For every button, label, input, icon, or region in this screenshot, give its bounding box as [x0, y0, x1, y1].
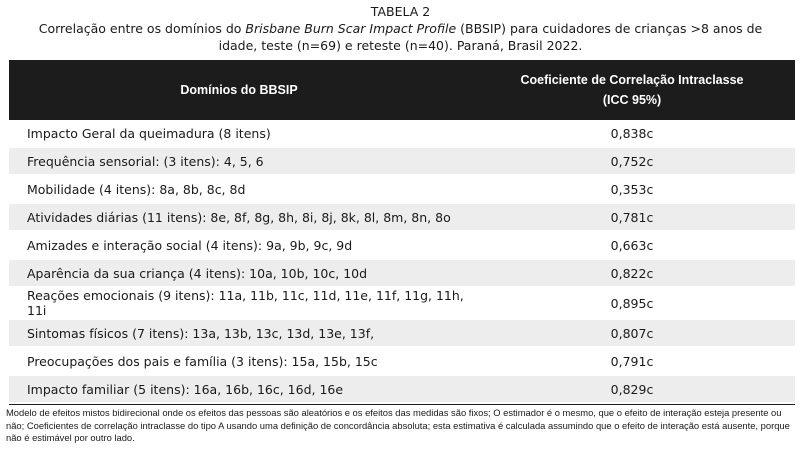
icc-value-cell: 0,663c — [469, 231, 795, 260]
table-document: TABELA 2 Correlação entre os domínios do… — [0, 4, 801, 445]
caption-text-end: (BBSIP) para cuidadores de crianças >8 a… — [218, 21, 763, 53]
table-row: Sintomas físicos (7 itens): 13a, 13b, 13… — [9, 319, 795, 348]
table-footnote: Modelo de efeitos mistos bidirecional on… — [6, 407, 790, 443]
table-row: Reações emocionais (9 itens): 11a, 11b, … — [9, 287, 795, 320]
table-header: Domínios do BBSIP Coeficiente de Correla… — [9, 60, 795, 120]
icc-value-cell: 0,791c — [469, 347, 795, 376]
domain-cell: Atividades diárias (11 itens): 8e, 8f, 8… — [9, 203, 469, 232]
icc-value-cell: 0,781c — [469, 203, 795, 232]
domain-cell: Reações emocionais (9 itens): 11a, 11b, … — [9, 287, 469, 320]
icc-value-cell: 0,829c — [469, 375, 795, 404]
table-caption: Correlação entre os domínios do Brisbane… — [0, 20, 801, 54]
table-row: Atividades diárias (11 itens): 8e, 8f, 8… — [9, 203, 795, 232]
header-domains: Domínios do BBSIP — [9, 60, 469, 120]
header-row: Domínios do BBSIP Coeficiente de Correla… — [9, 60, 795, 120]
header-icc-line2: (ICC 95%) — [602, 93, 662, 107]
domain-cell: Impacto familiar (5 itens): 16a, 16b, 16… — [9, 375, 469, 404]
domain-cell: Preocupações dos pais e família (3 itens… — [9, 347, 469, 376]
icc-value-cell: 0,807c — [469, 319, 795, 348]
domain-cell: Sintomas físicos (7 itens): 13a, 13b, 13… — [9, 319, 469, 348]
header-icc-line1: Coeficiente de Correlação Intraclasse — [520, 73, 744, 87]
table-label: TABELA 2 — [370, 4, 431, 19]
icc-value-cell: 0,838c — [469, 120, 795, 148]
table-body: Impacto Geral da queimadura (8 itens) 0,8… — [9, 120, 795, 404]
table-row: Aparência da sua criança (4 itens): 10a,… — [9, 259, 795, 288]
table-row: Impacto familiar (5 itens): 16a, 16b, 16… — [9, 375, 795, 404]
correlation-table: Domínios do BBSIP Coeficiente de Correla… — [9, 60, 795, 404]
domain-cell: Frequência sensorial: (3 itens): 4, 5, 6 — [9, 147, 469, 176]
domain-cell: Mobilidade (4 itens): 8a, 8b, 8c, 8d — [9, 175, 469, 204]
domain-cell: Aparência da sua criança (4 itens): 10a,… — [9, 259, 469, 288]
header-icc: Coeficiente de Correlação Intraclasse (I… — [469, 60, 795, 120]
caption-italic-title: Brisbane Burn Scar Impact Profile — [245, 21, 457, 36]
table-row: Preocupações dos pais e família (3 itens… — [9, 347, 795, 376]
table-row: Frequência sensorial: (3 itens): 4, 5, 6… — [9, 147, 795, 176]
caption-text-start: Correlação entre os domínios do — [38, 21, 246, 36]
table-row: Mobilidade (4 itens): 8a, 8b, 8c, 8d 0,35… — [9, 175, 795, 204]
icc-value-cell: 0,895c — [469, 287, 795, 320]
table-bottom-rule — [9, 404, 795, 405]
icc-value-cell: 0,353c — [469, 175, 795, 204]
table-row: Impacto Geral da queimadura (8 itens) 0,8… — [9, 120, 795, 148]
icc-value-cell: 0,822c — [469, 259, 795, 288]
domain-cell: Impacto Geral da queimadura (8 itens) — [9, 120, 469, 148]
domain-cell: Amizades e interação social (4 itens): 9… — [9, 231, 469, 260]
icc-value-cell: 0,752c — [469, 147, 795, 176]
table-row: Amizades e interação social (4 itens): 9… — [9, 231, 795, 260]
